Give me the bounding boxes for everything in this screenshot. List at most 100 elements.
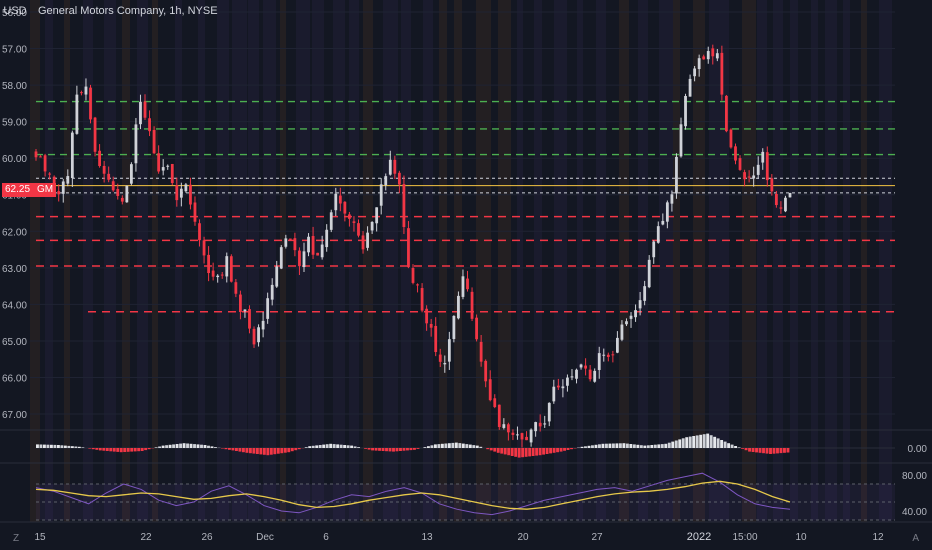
macd-bar	[517, 448, 521, 458]
candle-body	[275, 266, 279, 287]
session-stripe	[879, 0, 892, 522]
candle-body	[261, 320, 265, 330]
candle-body	[338, 195, 342, 204]
macd-bar	[744, 448, 748, 451]
candle-body	[706, 51, 710, 60]
macd-bar	[343, 445, 347, 448]
session-stripe	[312, 0, 324, 522]
session-stripe	[30, 0, 40, 522]
candle-body	[556, 385, 560, 388]
macd-bar	[308, 446, 312, 448]
macd-bar	[168, 444, 172, 448]
currency-label[interactable]: USD	[3, 5, 27, 17]
price-tick-label: 57.00	[2, 45, 27, 56]
macd-bar	[196, 444, 200, 448]
candle-body	[284, 238, 288, 247]
macd-bar	[353, 446, 357, 448]
session-stripe	[363, 0, 373, 522]
candle-body	[538, 422, 542, 427]
candle-body	[516, 434, 519, 436]
macd-bar	[472, 445, 476, 448]
macd-bar	[137, 448, 141, 452]
macd-bar	[632, 444, 636, 448]
macd-bar	[444, 443, 448, 448]
macd-bar	[290, 448, 294, 452]
macd-bar	[688, 436, 692, 448]
candle-body	[161, 167, 165, 171]
candle-body	[348, 214, 351, 219]
candle-body	[148, 118, 151, 132]
chart-header: USD General Motors Company, 1h, NYSE	[0, 0, 218, 22]
candle-body	[747, 176, 751, 178]
macd-tick-label: 0.00	[908, 444, 928, 455]
candle-body	[638, 300, 642, 309]
candle-body	[520, 433, 524, 440]
price-tick-label: 56.00	[2, 8, 27, 19]
macd-bar	[297, 448, 301, 450]
session-stripe	[401, 0, 411, 522]
price-tick-label: 58.00	[2, 81, 27, 92]
macd-bar	[371, 448, 375, 451]
candle-body	[66, 176, 70, 184]
session-stripe	[333, 0, 345, 522]
macd-bar	[231, 448, 235, 451]
session-stripe	[825, 0, 837, 522]
macd-bar	[625, 443, 629, 448]
macd-bar	[500, 448, 504, 454]
candle-body	[597, 353, 601, 370]
macd-bar	[741, 448, 745, 449]
candle-body	[661, 220, 665, 225]
macd-bar	[447, 443, 451, 448]
candle-body	[752, 175, 756, 179]
macd-bar	[461, 443, 465, 448]
macd-bar	[524, 448, 528, 457]
session-stripe	[709, 0, 723, 522]
macd-bar	[570, 448, 573, 450]
auto-scale-button[interactable]: A	[912, 533, 919, 544]
session-stripe	[45, 0, 53, 522]
macd-bar	[248, 448, 252, 454]
macd-bar	[262, 448, 266, 455]
macd-bar	[559, 448, 563, 452]
price-tick-label: 66.00	[2, 373, 27, 384]
macd-bar	[241, 448, 245, 453]
timezone-button[interactable]: Z	[13, 533, 20, 544]
macd-bar	[678, 439, 682, 448]
symbol-title[interactable]: General Motors Company, 1h, NYSE	[38, 5, 218, 17]
candle-body	[357, 223, 360, 236]
candle-body	[629, 315, 633, 319]
macd-bar	[598, 444, 601, 448]
macd-bar	[783, 448, 786, 453]
macd-bar	[144, 448, 148, 451]
rsi-tick-label: 40.00	[902, 507, 927, 518]
macd-bar	[112, 448, 116, 452]
candle-body	[139, 101, 142, 125]
session-stripe	[152, 0, 158, 522]
macd-bar	[161, 445, 165, 448]
candle-body	[111, 181, 115, 191]
macd-bar	[42, 444, 46, 448]
candle-body	[43, 155, 47, 172]
candle-body	[734, 146, 737, 161]
candle-body	[611, 354, 615, 356]
macd-bar	[538, 448, 542, 456]
session-stripe	[554, 0, 567, 522]
candle-body	[334, 193, 338, 211]
candle-body	[484, 360, 488, 382]
time-tick-label: 15:00	[732, 532, 757, 543]
macd-bar	[350, 445, 354, 448]
macd-bar	[433, 444, 437, 448]
macd-bar	[63, 445, 67, 448]
candle-body	[566, 377, 569, 386]
macd-bar	[367, 448, 371, 450]
candle-body	[715, 53, 719, 59]
macd-bar	[542, 448, 546, 455]
candle-body	[665, 202, 669, 222]
macd-bar	[119, 448, 123, 453]
time-tick-label: 13	[421, 532, 433, 543]
session-stripe	[498, 0, 511, 522]
macd-bar	[175, 444, 179, 448]
candle-body	[488, 379, 492, 401]
candle-body	[102, 165, 106, 174]
